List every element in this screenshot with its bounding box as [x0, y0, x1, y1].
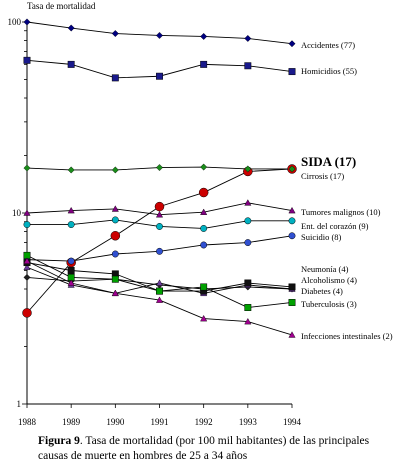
data-point [67, 279, 75, 286]
legend-label: SIDA (17) [301, 154, 356, 169]
y-axis-label: Tasa de mortalidad [27, 1, 96, 11]
data-point [67, 206, 75, 214]
data-point [155, 279, 164, 286]
data-point [111, 30, 119, 38]
mortality-line-chart: Tasa de mortalidad 1 10 100 1988 1989 1990 199… [8, 1, 393, 427]
data-point [23, 221, 31, 229]
data-point [200, 283, 208, 291]
y-tick-label: 10 [12, 208, 22, 218]
data-point [244, 239, 252, 247]
x-tick-label: 1990 [106, 417, 125, 427]
data-point [23, 164, 31, 172]
x-tick-label: 1988 [18, 417, 37, 427]
legend-label: Diabetes (4) [301, 286, 343, 296]
data-point [23, 263, 31, 271]
legend-label: Infecciones intestinales (2) [301, 331, 393, 341]
data-point [155, 296, 164, 303]
data-point [156, 164, 163, 172]
data-point [288, 299, 296, 306]
x-tick-label: 1992 [195, 417, 213, 427]
x-tick-label: 1989 [62, 417, 81, 427]
legend-label: Cirrosis (17) [301, 171, 344, 181]
data-point [111, 216, 119, 224]
legend-label: Homicidios (55) [301, 66, 357, 76]
data-point [244, 34, 252, 42]
y-tick-label: 100 [8, 17, 22, 27]
data-point [111, 74, 119, 82]
data-point [67, 166, 75, 174]
legend-label: Alcoholismo (4) [301, 275, 357, 285]
data-point [156, 31, 163, 39]
data-point [23, 56, 31, 64]
legend-label: Tuberculosis (3) [301, 299, 357, 309]
data-point [244, 317, 252, 325]
legend-label: Tumores malignos (10) [301, 207, 381, 217]
data-point [23, 273, 31, 281]
data-point [67, 24, 75, 32]
data-point [288, 40, 296, 48]
data-point [22, 308, 32, 318]
caption-text: . Tasa de mortalidad (por 100 mil habita… [38, 435, 370, 462]
data-point [67, 221, 75, 229]
legend-label: Ent. del corazón (9) [301, 221, 369, 231]
data-point [288, 217, 296, 225]
data-point [244, 304, 252, 311]
data-point [67, 60, 75, 68]
data-point [23, 18, 31, 26]
data-point [156, 72, 163, 80]
x-tick-label: 1994 [283, 417, 302, 427]
data-point [156, 247, 163, 255]
caption-label: Figura 9 [38, 435, 80, 447]
data-point [111, 205, 119, 212]
data-point [67, 257, 75, 265]
data-point [200, 241, 208, 249]
data-point [244, 199, 252, 206]
data-point [244, 62, 252, 70]
data-point [288, 232, 296, 240]
legend-label: Suicidio (8) [301, 232, 342, 242]
data-point [110, 231, 121, 241]
data-point [111, 250, 119, 258]
data-point [200, 208, 208, 215]
data-point [200, 32, 208, 40]
data-point [23, 209, 31, 216]
data-point [288, 283, 296, 291]
data-point [111, 289, 119, 297]
data-point [23, 257, 31, 264]
legend-label: Accidentes (77) [301, 40, 355, 50]
series-labels: Accidentes (77) Homicidios (55) SIDA (17) C… [301, 40, 393, 341]
data-point [288, 206, 296, 214]
data-point [67, 267, 75, 274]
data-point [244, 165, 252, 173]
data-point [155, 211, 164, 218]
x-tick-label: 1993 [239, 417, 258, 427]
legend-label: Neumonía (4) [301, 264, 349, 274]
series-markers [22, 18, 297, 338]
data-point [288, 165, 296, 173]
data-point [244, 279, 252, 287]
y-tick-label: 1 [17, 399, 22, 409]
data-point [200, 314, 208, 322]
data-point [200, 60, 208, 68]
data-point [154, 201, 165, 212]
data-point [111, 275, 119, 283]
axes: 1 10 100 1988 1989 1990 1991 1992 1993 1994 [8, 17, 302, 427]
x-tick-label: 1991 [151, 417, 169, 427]
data-point [200, 163, 208, 171]
figure-caption: Figura 9. Tasa de mortalidad (por 100 mi… [38, 434, 400, 464]
data-point [200, 225, 208, 232]
data-point [111, 166, 119, 174]
data-point [198, 187, 209, 198]
data-point [288, 331, 296, 338]
data-point [156, 223, 163, 230]
data-point [288, 68, 296, 76]
data-point [244, 217, 252, 225]
data-point [156, 287, 163, 295]
